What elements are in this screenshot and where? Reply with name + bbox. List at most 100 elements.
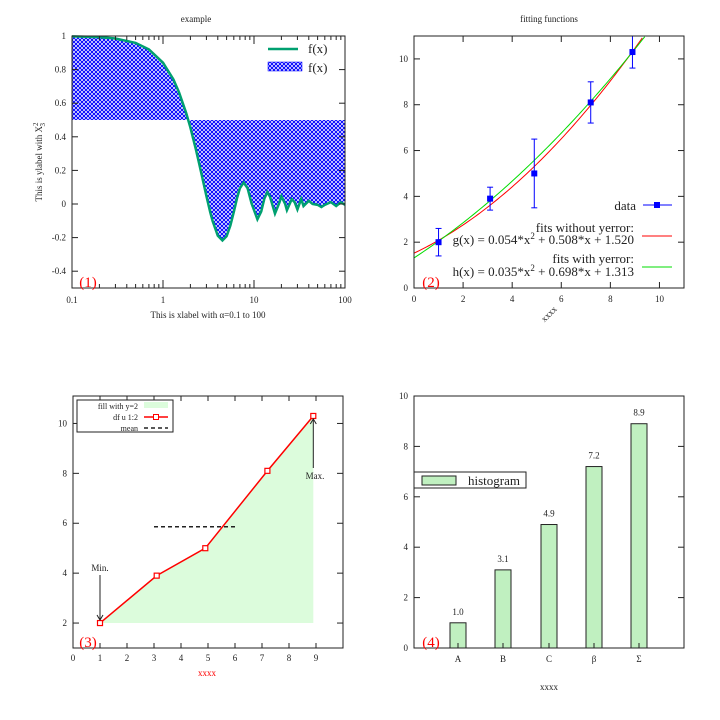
bar-value-label: 7.2 <box>588 451 599 461</box>
fit-curve-h <box>413 36 646 259</box>
y-tick-label: 0 <box>404 643 409 653</box>
y-tick-label: -0.4 <box>52 266 67 276</box>
bar <box>494 569 512 649</box>
data-point <box>587 99 594 106</box>
y-tick-label: 4 <box>63 568 68 578</box>
y-tick-label: 0 <box>62 199 67 209</box>
x-tick-label: 10 <box>655 294 665 304</box>
data-point <box>264 467 271 474</box>
data-point <box>629 49 636 56</box>
bar-value-label: 3.1 <box>497 554 508 564</box>
bar-value-label: 4.9 <box>543 509 555 519</box>
legend-label-fill: fill with y=2 <box>98 402 138 411</box>
y-tick-label: -0.2 <box>52 233 66 243</box>
y-axis-label-1: This is ylabel with X23 <box>32 122 47 202</box>
y-tick-label: 0.6 <box>55 98 67 108</box>
y-tick-label: 8 <box>63 468 68 478</box>
panel-label-1: (1) <box>79 275 97 291</box>
x-tick-label: C <box>546 654 552 664</box>
bar-value-label: 8.9 <box>633 408 645 418</box>
legend-label-line: f(x) <box>308 41 328 56</box>
legend-label-line: df u 1:2 <box>113 413 138 422</box>
x-tick-label: β <box>592 654 597 664</box>
y-tick-label: 0.4 <box>55 132 67 142</box>
y-tick-label: 6 <box>404 146 409 156</box>
x-tick-label: 0 <box>412 294 417 304</box>
x-tick-label: 8 <box>608 294 613 304</box>
x-tick-label: 4 <box>179 653 184 663</box>
x-tick-label: 7 <box>260 653 265 663</box>
bar-value-label: 1.0 <box>452 607 464 617</box>
legend-fit-equation: g(x) = 0.054*x2 + 0.508*x + 1.520 <box>453 231 634 247</box>
y-tick-label: 4 <box>404 542 409 552</box>
x-tick-label: A <box>455 654 462 664</box>
data-point <box>202 545 209 552</box>
chart-title-2: fitting functions <box>520 14 578 24</box>
x-tick-label: 9 <box>314 653 319 663</box>
legend-label-data: data <box>614 198 636 213</box>
legend-marker <box>654 202 660 208</box>
y-tick-label: 8 <box>404 441 409 451</box>
x-tick-label: 0.1 <box>66 295 77 305</box>
filled-area <box>72 36 345 241</box>
data-point <box>487 195 494 202</box>
x-tick-label: 6 <box>233 653 238 663</box>
x-axis-label-4: xxxx <box>540 682 559 692</box>
panel-label-3: (3) <box>79 635 97 651</box>
y-tick-label: 0.8 <box>55 65 67 75</box>
y-tick-label: 6 <box>63 518 68 528</box>
x-axis-label-2: xxxx <box>539 304 559 324</box>
data-point <box>435 239 442 246</box>
panel-label-2: (2) <box>422 275 440 291</box>
arrowhead-max <box>309 417 317 425</box>
x-tick-label: 8 <box>287 653 292 663</box>
y-tick-label: 1 <box>62 31 67 41</box>
bar <box>630 423 648 649</box>
plot-frame-1 <box>71 35 346 289</box>
chart-title-1: example <box>181 14 212 24</box>
x-tick-label: 4 <box>510 294 515 304</box>
y-tick-label: 2 <box>404 593 409 603</box>
data-point <box>96 619 104 627</box>
legend-label-fill: f(x) <box>308 60 328 75</box>
legend-fit-equation: h(x) = 0.035*x2 + 0.698*x + 1.313 <box>453 263 634 279</box>
x-tick-label: 10 <box>250 295 260 305</box>
x-tick-label: 3 <box>152 653 157 663</box>
x-tick-label: 2 <box>125 653 130 663</box>
plot-frame-4 <box>413 395 685 649</box>
annotation-max: Max. <box>306 471 325 481</box>
arrowhead-min <box>96 614 104 622</box>
x-tick-label: B <box>500 654 506 664</box>
y-tick-label: 6 <box>404 492 409 502</box>
x-tick-label: 2 <box>461 294 466 304</box>
legend-fit-heading: fits without yerror: <box>536 220 634 235</box>
y-tick-label: 4 <box>404 191 409 201</box>
legend-fit-heading: fits with yerror: <box>552 251 634 266</box>
legend-marker <box>153 414 159 420</box>
x-axis-label-3: xxxx <box>198 668 217 678</box>
data-point <box>153 572 160 579</box>
plot-frame-2 <box>413 35 685 289</box>
annotation-min: Min. <box>91 563 108 573</box>
x-tick-label: 6 <box>559 294 564 304</box>
fit-curve-g <box>413 37 643 254</box>
data-point <box>310 412 317 420</box>
series-line-fx <box>71 35 346 243</box>
x-tick-label: 100 <box>338 295 352 305</box>
x-tick-label: 1 <box>98 653 103 663</box>
legend-swatch-fill <box>144 402 168 408</box>
x-tick-label: 1 <box>161 295 166 305</box>
legend-swatch-bar <box>421 475 457 486</box>
x-tick-label: 5 <box>206 653 211 663</box>
data-point <box>531 170 538 177</box>
y-tick-label: 10 <box>399 391 409 401</box>
y-tick-label: 0.2 <box>55 165 66 175</box>
x-tick-label: Σ <box>636 654 641 664</box>
x-tick-label: 0 <box>71 653 76 663</box>
legend-label-histogram: histogram <box>468 473 520 488</box>
legend-swatch-fill <box>267 61 303 72</box>
y-tick-label: 10 <box>58 418 68 428</box>
x-axis-label-1: This is xlabel with α=0.1 to 100 <box>150 310 266 320</box>
